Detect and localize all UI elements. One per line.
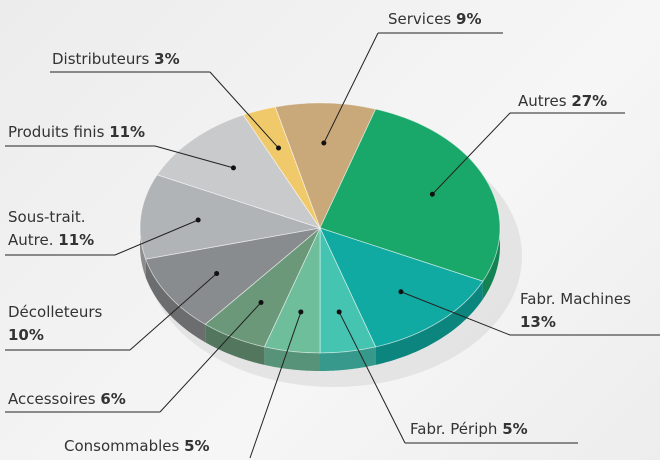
slice-label: Autres 27% (518, 90, 607, 113)
slice-label: Accessoires 6% (8, 388, 126, 411)
leader-line (338, 311, 406, 444)
leader-line (209, 71, 279, 149)
slice-side (375, 281, 483, 365)
category-name: Décolleteurs (8, 303, 103, 321)
leader-line (249, 311, 302, 459)
value-label: 27% (571, 92, 608, 110)
leader-dot (336, 309, 342, 315)
leader-dot (258, 299, 264, 305)
category-name: Consommables (64, 437, 180, 455)
slice-label: Consommables 5% (64, 435, 210, 458)
slice-label: Services 9% (388, 8, 482, 31)
leader-dot (214, 271, 220, 277)
value-label: 3% (154, 50, 180, 68)
slice-label: Sous-trait. Autre. 11% (8, 206, 94, 252)
value-label: 11% (58, 231, 95, 249)
slice (139, 174, 321, 260)
value-label: 6% (100, 390, 126, 408)
slice-label: Fabr. Machines 13% (520, 288, 631, 334)
value-label: 5% (502, 420, 528, 438)
category-name: Produits finis (8, 123, 105, 141)
slice (156, 114, 321, 229)
leader-dot (276, 145, 282, 151)
slice-side (205, 324, 265, 365)
leader-line (159, 302, 262, 413)
slice (274, 102, 377, 230)
category-name: Autres (518, 92, 567, 110)
category-name: Fabr. Périph (410, 420, 498, 438)
slice (145, 227, 322, 325)
slice-label: Distributeurs 3% (52, 48, 180, 71)
leader-line (431, 112, 511, 195)
leader-line (154, 145, 234, 169)
value-label: 5% (184, 437, 210, 455)
value-label: 9% (456, 10, 482, 28)
slice-label: Fabr. Périph 5% (410, 418, 528, 441)
slice-label: Produits finis 11% (8, 121, 145, 144)
leader-dot (429, 191, 435, 197)
slice-side (145, 259, 206, 343)
leader-line (129, 273, 217, 351)
slice (242, 106, 321, 229)
leader-dot (398, 289, 404, 295)
category-name: Distributeurs (52, 50, 150, 68)
leader-dot (195, 217, 201, 223)
slice-label: Décolleteurs 10% (8, 301, 102, 347)
category-name: Accessoires (8, 390, 96, 408)
leader-line (400, 291, 511, 336)
value-label: 13% (520, 313, 556, 331)
category-name: Services (388, 10, 452, 28)
leader-dot (298, 309, 304, 315)
category-name: Sous-trait. Autre. (8, 208, 86, 249)
leader-line (323, 32, 379, 144)
leader-dot (230, 165, 236, 171)
slice (319, 108, 501, 282)
category-name: Fabr. Machines (520, 290, 631, 308)
leader-line (114, 219, 199, 256)
value-label: 11% (109, 123, 146, 141)
value-label: 10% (8, 326, 44, 344)
leader-dot (321, 140, 327, 146)
slice (319, 227, 484, 348)
